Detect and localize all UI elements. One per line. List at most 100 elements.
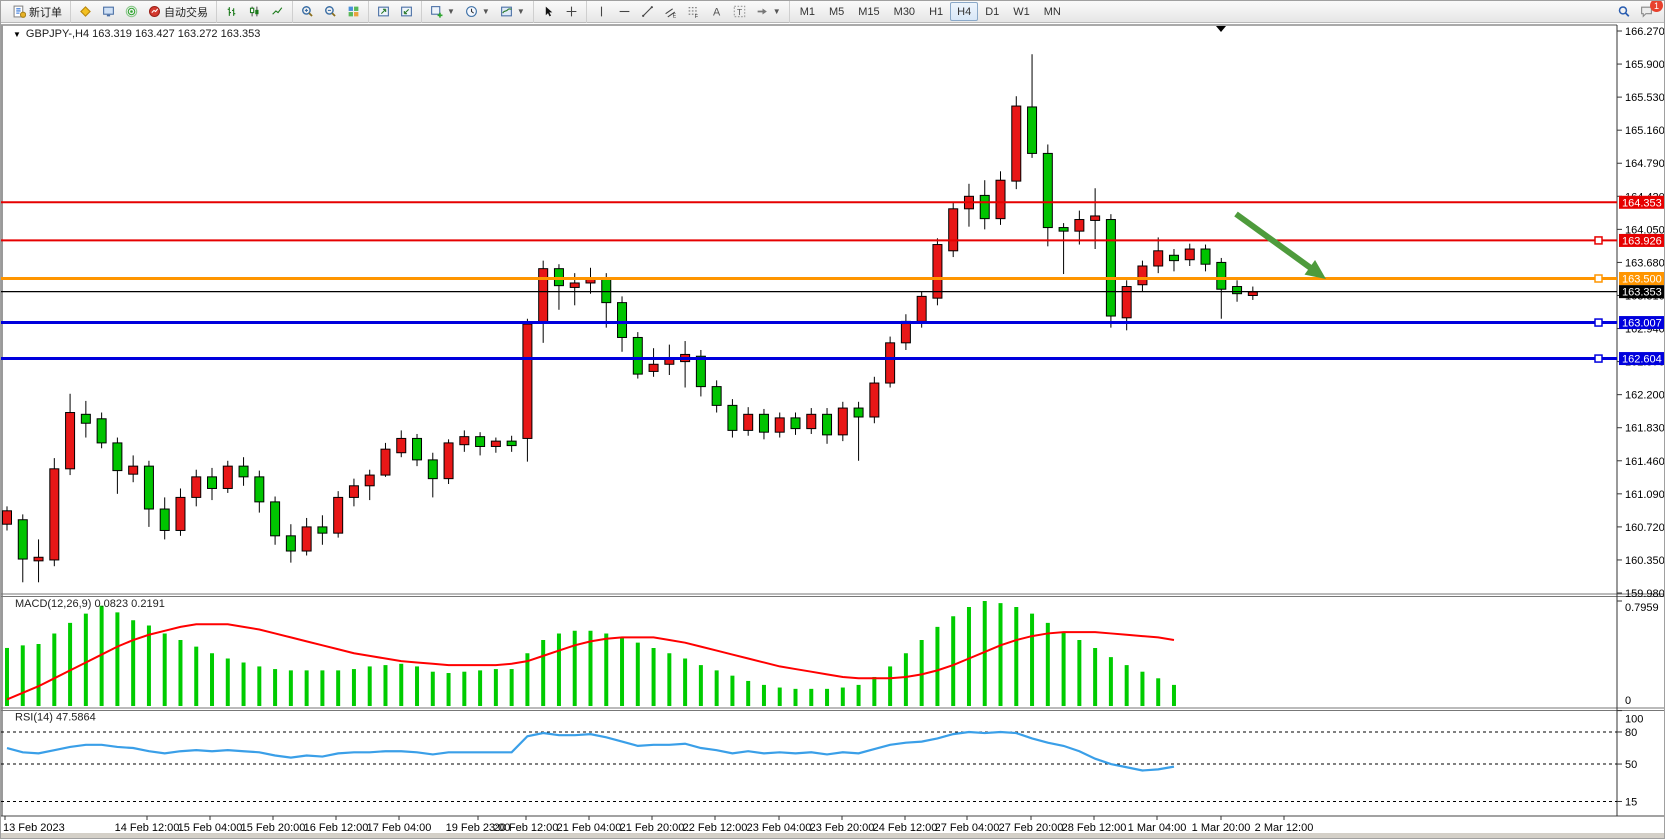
chart-title-text: GBPJPY-,H4 163.319 163.427 163.272 163.3… xyxy=(25,28,261,40)
main-toolbar: 新订单 自动交易 ▼ ▼ ▼ E F A T ▼ M1 M5 M15 M30 H1 H4 D1 W1 MN 1 xyxy=(1,1,1664,23)
terminal-button[interactable] xyxy=(97,2,120,21)
shapes-button[interactable]: ▼ xyxy=(751,2,786,21)
fibonacci-button[interactable]: F xyxy=(682,2,705,21)
candle-body xyxy=(695,355,706,388)
price-tick-label: 164.790 xyxy=(1625,158,1665,170)
candle-body xyxy=(1247,291,1258,296)
line-handle[interactable] xyxy=(1594,274,1603,283)
price-tick-label: 165.160 xyxy=(1625,125,1665,137)
candle-body xyxy=(538,268,549,324)
channel-button[interactable]: E xyxy=(659,2,682,21)
price-tick-label: 161.830 xyxy=(1625,423,1665,435)
line-chart-button[interactable] xyxy=(266,2,289,21)
timeframe-button-H1[interactable]: H1 xyxy=(922,2,950,21)
chart-canvas[interactable]: 166.270165.900165.530165.160164.790164.4… xyxy=(1,23,1665,838)
candle-body xyxy=(900,320,911,344)
candle-body xyxy=(96,418,107,444)
candle-body xyxy=(648,363,659,372)
trendline-icon xyxy=(641,6,653,17)
auto-arrange-button[interactable] xyxy=(395,2,418,21)
candle-body xyxy=(317,526,328,534)
quotes-button[interactable] xyxy=(74,2,97,21)
text-button[interactable]: A xyxy=(705,2,728,21)
chevron-down-icon[interactable]: ▼ xyxy=(516,7,525,16)
symbol-dropdown-icon[interactable]: ▼ xyxy=(13,29,21,39)
timeframe-label: M5 xyxy=(828,5,845,18)
price-tick-label: 160.720 xyxy=(1625,522,1665,534)
candle-body xyxy=(885,342,896,384)
line-icon xyxy=(272,7,283,15)
new-chart-button[interactable]: ▼ xyxy=(425,2,460,21)
clock-icon xyxy=(466,6,477,17)
vertical-line-button[interactable] xyxy=(590,2,613,21)
tile-windows-button[interactable] xyxy=(342,2,365,21)
timeframe-button-H4[interactable]: H4 xyxy=(950,2,979,21)
candle-body xyxy=(65,412,76,470)
chevron-down-icon[interactable]: ▼ xyxy=(447,7,455,16)
rsi-tick-label: 80 xyxy=(1625,727,1637,739)
date-label: 27 Feb 20:00 xyxy=(999,822,1064,834)
candle-body xyxy=(1168,254,1179,262)
price-tick-label: 160.350 xyxy=(1625,555,1665,567)
new-order-button[interactable]: 新订单 xyxy=(8,2,67,21)
timeframe-button-M1[interactable]: M1 xyxy=(793,2,822,21)
auto-trading-button-label: 自动交易 xyxy=(164,6,208,19)
timeframe-button-M15[interactable]: M15 xyxy=(851,2,886,21)
candle-body xyxy=(270,501,281,537)
period-button[interactable]: ▼ xyxy=(460,2,495,21)
cursor-button[interactable] xyxy=(537,2,560,21)
signal-button[interactable] xyxy=(120,2,143,21)
rsi-tick-label: 100 xyxy=(1625,714,1643,726)
candle-body xyxy=(459,436,470,446)
zoom-out-button[interactable] xyxy=(319,2,342,21)
date-label: 1 Mar 04:00 xyxy=(1128,822,1187,834)
search-button[interactable] xyxy=(1612,2,1635,21)
candle-body xyxy=(207,476,218,489)
candle-body xyxy=(112,442,123,472)
arrange-charts-button[interactable] xyxy=(372,2,395,21)
down-arrow-annotation[interactable] xyxy=(1234,211,1315,273)
svg-text:E: E xyxy=(672,13,676,18)
candle-body xyxy=(522,323,533,439)
arrange-b-icon xyxy=(401,6,412,17)
horizontal-line-button[interactable] xyxy=(613,2,636,21)
crosshair-button[interactable] xyxy=(560,2,583,21)
search-icon xyxy=(1618,6,1630,17)
line-handle[interactable] xyxy=(1594,236,1603,245)
line-handle[interactable] xyxy=(1594,354,1603,363)
date-label: 23 Feb 04:00 xyxy=(747,822,812,834)
candle-body xyxy=(2,510,12,525)
timeframe-button-W1[interactable]: W1 xyxy=(1006,2,1037,21)
candle-body xyxy=(490,440,501,447)
label-button[interactable]: T xyxy=(728,2,751,21)
timeframe-button-M30[interactable]: M30 xyxy=(887,2,922,21)
auto-trading-button[interactable]: 自动交易 xyxy=(143,2,213,21)
trendline-button[interactable] xyxy=(636,2,659,21)
arrange-a-icon xyxy=(378,6,389,17)
timeframe-button-M5[interactable]: M5 xyxy=(822,2,851,21)
toolbar-group xyxy=(534,1,587,23)
candles-icon xyxy=(249,6,259,17)
notifications-button[interactable]: 1 xyxy=(1635,1,1663,21)
zoom-in-button[interactable] xyxy=(296,2,319,21)
line-handle[interactable] xyxy=(1594,318,1603,327)
bar-chart-button[interactable] xyxy=(220,2,243,21)
candle-body xyxy=(1216,261,1227,290)
candlestick-chart-button[interactable] xyxy=(243,2,266,21)
text-a-icon: A xyxy=(713,6,721,18)
window-bottom-edge xyxy=(1,833,1664,838)
timeframe-button-MN[interactable]: MN xyxy=(1037,2,1068,21)
vline-icon xyxy=(600,6,602,17)
fibo-icon: F xyxy=(688,7,699,18)
chevron-down-icon[interactable]: ▼ xyxy=(481,7,490,16)
cursor-icon xyxy=(545,6,553,17)
chart-shift-marker[interactable] xyxy=(1216,26,1226,32)
new-order-button-label: 新订单 xyxy=(29,6,62,19)
template-button[interactable]: ▼ xyxy=(495,2,530,21)
candle-body xyxy=(396,437,407,454)
timeframe-button-D1[interactable]: D1 xyxy=(978,2,1006,21)
timeframe-label: M15 xyxy=(858,5,880,18)
chevron-down-icon[interactable]: ▼ xyxy=(772,7,781,16)
candle-body xyxy=(1232,286,1243,295)
candle-body xyxy=(506,440,517,447)
